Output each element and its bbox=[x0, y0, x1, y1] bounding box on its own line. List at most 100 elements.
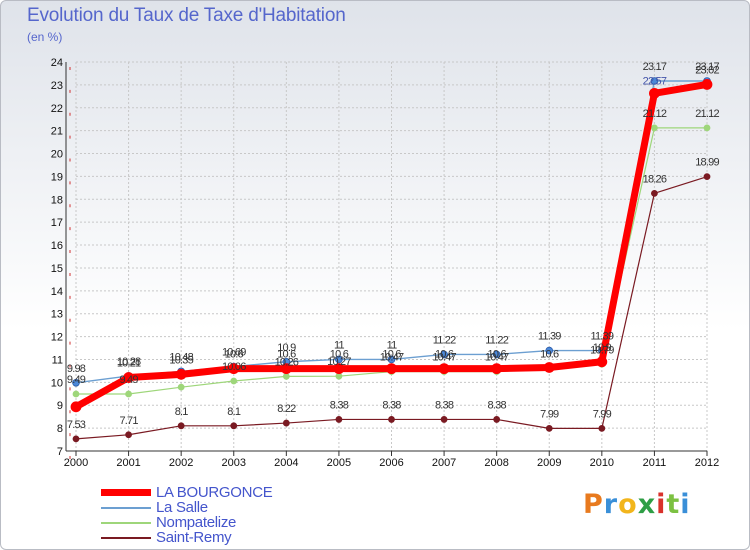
point-3-2003 bbox=[230, 422, 238, 430]
x-tick-label-2011: 2011 bbox=[643, 457, 667, 469]
value-label-0-2005: 10.6 bbox=[330, 349, 349, 361]
grid bbox=[75, 61, 708, 452]
point-3-2000 bbox=[72, 435, 80, 443]
logo-letter-3: x bbox=[637, 489, 657, 520]
value-label-2-2006: 10.47 bbox=[380, 352, 404, 364]
point-3-2001 bbox=[125, 431, 132, 439]
x-tick-label-2003: 2003 bbox=[222, 457, 246, 469]
value-label-3-2005: 8.38 bbox=[330, 399, 349, 411]
value-label-0-2003: 10.6 bbox=[225, 349, 244, 361]
x-tick-label-2004: 2004 bbox=[274, 457, 298, 469]
x-tick-label-2007: 2007 bbox=[432, 457, 456, 469]
extra-label-0: 22.57 bbox=[643, 76, 667, 88]
logo-letter-6: i bbox=[680, 489, 691, 520]
point-3-2005 bbox=[335, 416, 343, 423]
x-tick-label-2008: 2008 bbox=[484, 457, 508, 469]
point-0-2000 bbox=[70, 401, 82, 413]
point-2-2002 bbox=[177, 383, 185, 391]
value-label-3-2010: 7.99 bbox=[593, 408, 612, 420]
value-label-3-2011: 18.26 bbox=[643, 173, 667, 185]
point-3-2011 bbox=[651, 189, 658, 197]
y-tick-label-15: 15 bbox=[51, 263, 63, 275]
point-1-2008 bbox=[492, 350, 501, 359]
point-3-2008 bbox=[493, 416, 501, 423]
value-label-2-2009: 10.6 bbox=[540, 349, 559, 361]
point-3-2009 bbox=[545, 424, 553, 432]
point-0-2008 bbox=[491, 363, 503, 375]
point-0-2002 bbox=[175, 368, 187, 380]
logo-letter-2: o bbox=[618, 489, 638, 520]
x-tick-label-2000: 2000 bbox=[64, 457, 88, 469]
point-1-2007 bbox=[440, 350, 448, 359]
y-tick-label-9: 9 bbox=[57, 400, 63, 412]
logo-letter-5: t bbox=[666, 489, 681, 520]
value-label-3-2006: 8.38 bbox=[382, 399, 401, 411]
point-1-2000 bbox=[72, 379, 80, 387]
legend-swatch-0 bbox=[101, 489, 151, 496]
value-label-3-2007: 8.38 bbox=[435, 399, 454, 411]
y-tick-label-10: 10 bbox=[51, 377, 63, 389]
x-tick-label-2009: 2009 bbox=[537, 457, 561, 469]
value-label-0-2004: 10.6 bbox=[277, 349, 296, 361]
value-label-2-2012: 21.12 bbox=[695, 108, 719, 120]
value-label-0-2007: 10.6 bbox=[435, 349, 454, 361]
point-0-2007 bbox=[438, 363, 450, 375]
value-label-0-2006: 10.6 bbox=[382, 349, 401, 361]
chart-title: Evolution du Taux de Taxe d'Habitation bbox=[27, 5, 346, 26]
point-0-2011 bbox=[649, 87, 660, 99]
value-label-2-2007: 10.47 bbox=[432, 352, 456, 364]
point-2-2000 bbox=[72, 390, 80, 398]
logo-letter-1: r bbox=[603, 489, 619, 520]
point-3-2006 bbox=[388, 416, 395, 423]
logo-letter-4: i bbox=[656, 489, 667, 520]
y-tick-label-14: 14 bbox=[51, 286, 63, 298]
legend-swatch-1 bbox=[101, 507, 151, 509]
value-label-1-2011: 23.17 bbox=[643, 61, 667, 73]
proxiti-logo: Proxiti bbox=[583, 489, 691, 520]
value-label-3-2008: 8.38 bbox=[488, 399, 507, 411]
legend-label-2: Nompatelize bbox=[156, 514, 237, 531]
value-label-0-2010: 10.9 bbox=[593, 342, 612, 354]
value-label-0-2012: 23.02 bbox=[695, 64, 719, 76]
point-2-2005 bbox=[335, 372, 343, 380]
legend-label-1: La Salle bbox=[156, 499, 208, 516]
value-label-1-2005: 11 bbox=[334, 339, 345, 351]
value-label-2-2000: 9.49 bbox=[67, 374, 86, 386]
value-label-3-2000: 7.53 bbox=[67, 419, 86, 431]
x-tick-label-2001: 2001 bbox=[116, 457, 140, 469]
value-label-3-2012: 18.99 bbox=[695, 157, 719, 169]
point-3-2004 bbox=[282, 419, 290, 427]
value-label-2-2011: 21.12 bbox=[643, 108, 667, 120]
value-label-2-2004: 10.26 bbox=[275, 356, 299, 368]
point-0-2005 bbox=[333, 363, 345, 375]
point-1-2009 bbox=[545, 346, 554, 355]
y-tick-label-18: 18 bbox=[51, 194, 63, 206]
legend-label-0: LA BOURGONCE bbox=[156, 484, 273, 501]
value-label-1-2008: 11.22 bbox=[485, 334, 508, 346]
legend-swatch-3 bbox=[101, 537, 151, 539]
axes: 7 8 9 10 11 12 13 14 15 16 17 18 19 20 21 22 23 24 2000 200… bbox=[51, 57, 719, 469]
value-label-3-2003: 8.1 bbox=[227, 406, 241, 418]
value-label-2-2010: 10.79 bbox=[590, 344, 614, 356]
chart-unit: (en %) bbox=[27, 30, 63, 44]
point-2-2012 bbox=[703, 124, 711, 132]
value-label-1-2006: 11 bbox=[387, 339, 398, 351]
point-0-2003 bbox=[228, 363, 240, 375]
point-1-2011 bbox=[650, 77, 659, 85]
point-3-2012 bbox=[703, 173, 711, 181]
point-3-2007 bbox=[440, 416, 448, 423]
point-0-2009 bbox=[543, 362, 555, 373]
value-label-2-2003: 10.06 bbox=[222, 361, 246, 373]
point-2-2004 bbox=[282, 373, 290, 380]
point-3-2002 bbox=[177, 422, 185, 430]
value-label-1-2000: 9.98 bbox=[67, 363, 86, 375]
value-label-3-2001: 7.71 bbox=[119, 415, 138, 427]
value-label-0-2008: 10.6 bbox=[488, 349, 507, 361]
point-1-2006 bbox=[387, 355, 396, 364]
x-tick-label-2002: 2002 bbox=[169, 457, 193, 469]
value-label-1-2009: 11.39 bbox=[538, 331, 561, 343]
y-tick-label-23: 23 bbox=[51, 80, 63, 92]
value-label-2-2001: 9.49 bbox=[119, 374, 138, 386]
